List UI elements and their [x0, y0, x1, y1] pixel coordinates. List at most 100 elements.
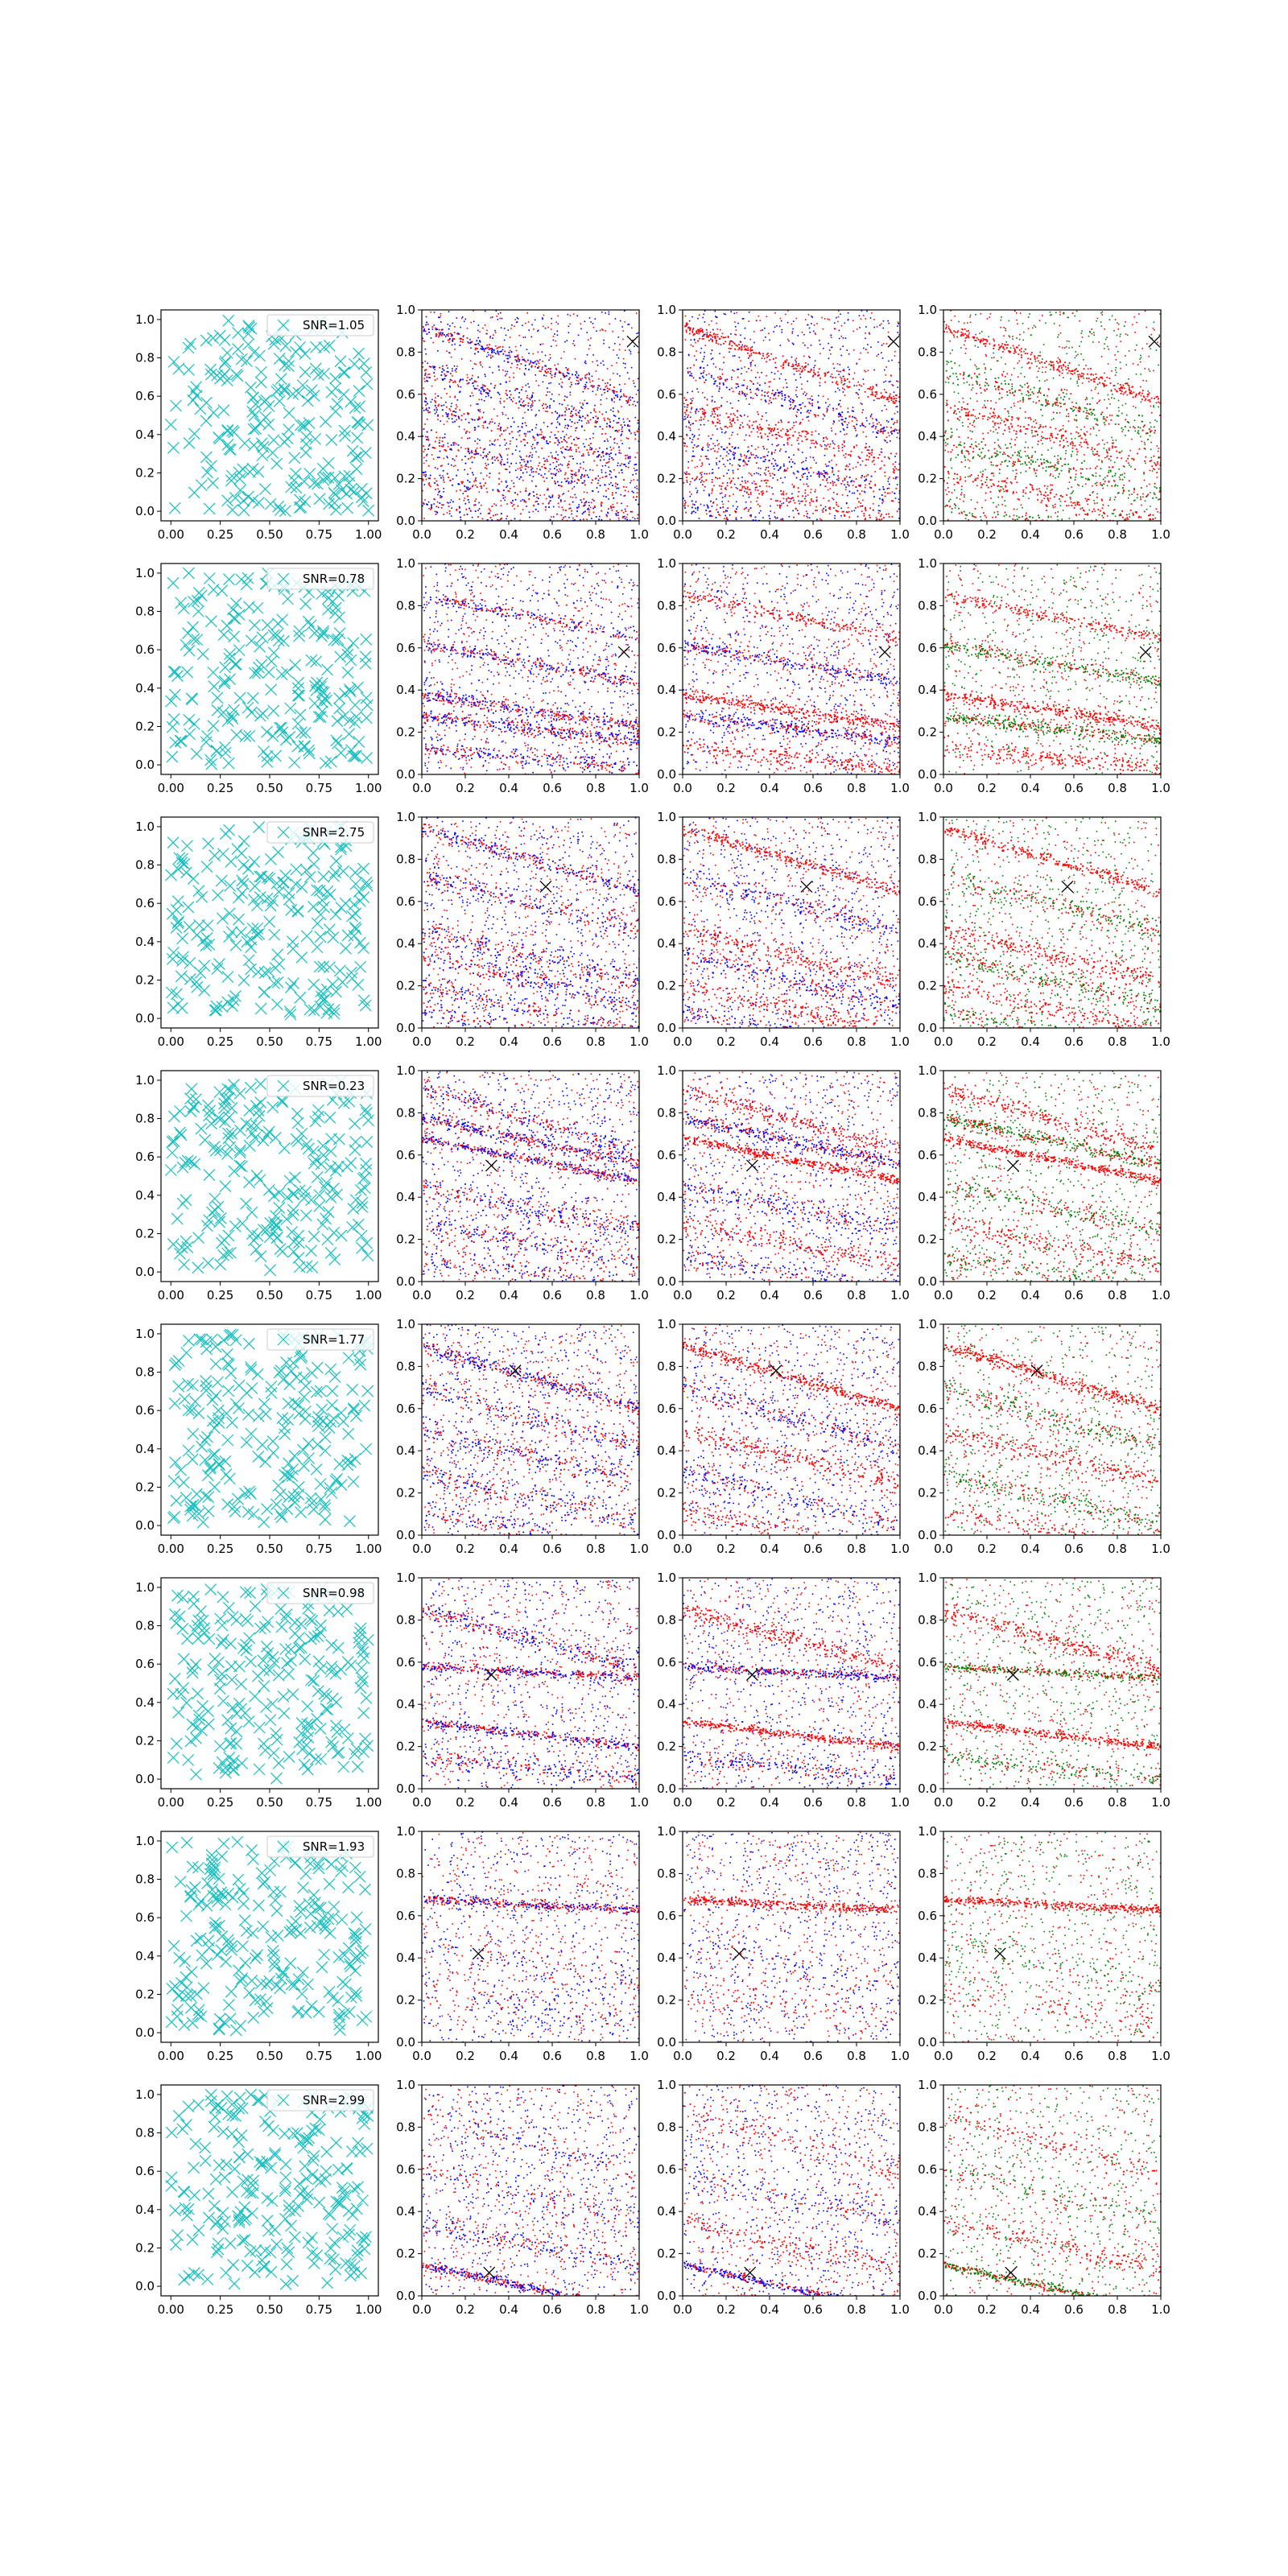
- data-point: [426, 333, 428, 335]
- data-point: [519, 491, 522, 493]
- data-point: [755, 388, 758, 390]
- data-point: [563, 517, 564, 518]
- data-point: [525, 424, 527, 427]
- data-point: [888, 487, 890, 489]
- data-point: [447, 442, 449, 444]
- data-point: [554, 434, 556, 436]
- data-point: [605, 462, 608, 464]
- data-point: [337, 366, 350, 379]
- data-point: [183, 437, 196, 449]
- data-point: [782, 463, 785, 465]
- data-point: [484, 455, 485, 457]
- data-point: [535, 508, 537, 510]
- data-point: [361, 419, 374, 431]
- data-point: [328, 472, 341, 485]
- x-tick-label: 0.75: [306, 527, 332, 542]
- data-point: [497, 425, 500, 427]
- data-point: [596, 464, 598, 466]
- data-point: [568, 408, 570, 411]
- data-point: [719, 485, 720, 487]
- data-point: [497, 490, 499, 493]
- data-point: [485, 482, 486, 484]
- data-point: [543, 314, 545, 316]
- data-point: [724, 518, 725, 520]
- data-point: [513, 482, 514, 485]
- data-point: [824, 318, 826, 320]
- data-point: [566, 441, 568, 444]
- data-point: [564, 500, 566, 502]
- data-point: [567, 369, 569, 372]
- data-point: [750, 454, 753, 456]
- data-point: [637, 378, 639, 380]
- data-point: [543, 464, 545, 465]
- data-point: [812, 456, 815, 459]
- data-point: [454, 380, 456, 382]
- data-point: [774, 427, 775, 429]
- data-point: [461, 316, 464, 318]
- data-point: [543, 437, 545, 440]
- data-point: [469, 360, 472, 362]
- data-point: [480, 447, 481, 449]
- data-point: [750, 353, 753, 354]
- data-point: [273, 394, 286, 407]
- data-point: [503, 406, 506, 408]
- data-point: [486, 344, 489, 346]
- data-point: [975, 333, 976, 336]
- data-point: [588, 348, 590, 350]
- data-point: [894, 477, 897, 480]
- data-point: [495, 353, 497, 355]
- data-point: [828, 507, 830, 510]
- data-point: [853, 385, 856, 386]
- data-point: [606, 533, 608, 535]
- data-point: [705, 479, 708, 481]
- data-point: [524, 364, 526, 366]
- data-point: [451, 334, 453, 336]
- data-point: [723, 475, 724, 477]
- data-point: [857, 394, 859, 395]
- data-point: [574, 422, 576, 424]
- data-point: [568, 332, 570, 334]
- data-point: [436, 409, 438, 411]
- data-point: [697, 506, 699, 509]
- data-point: [774, 452, 776, 453]
- data-point: [743, 464, 745, 467]
- data-point: [763, 448, 766, 450]
- data-point: [532, 392, 534, 394]
- data-point: [748, 367, 749, 369]
- data-point: [428, 407, 431, 409]
- data-point: [865, 475, 868, 477]
- data-point: [895, 406, 897, 408]
- data-point: [823, 470, 825, 472]
- data-point: [584, 360, 587, 362]
- data-point: [774, 373, 776, 375]
- data-point: [560, 514, 563, 516]
- data-point: [891, 398, 893, 399]
- data-point: [542, 361, 544, 362]
- data-point: [772, 477, 774, 479]
- data-point: [599, 426, 601, 427]
- data-point: [701, 448, 703, 450]
- data-point: [468, 451, 470, 453]
- data-point: [618, 536, 620, 538]
- data-point: [884, 369, 886, 371]
- data-point: [617, 462, 619, 464]
- data-point: [723, 463, 724, 465]
- data-point: [563, 493, 565, 494]
- data-point: [733, 419, 734, 422]
- data-point: [461, 459, 463, 461]
- data-point: [767, 466, 770, 469]
- data-point: [778, 392, 780, 394]
- data-point: [709, 332, 712, 333]
- data-point: [528, 498, 530, 500]
- data-point: [708, 336, 709, 338]
- data-point: [739, 427, 741, 429]
- data-point: [507, 418, 510, 419]
- data-point: [794, 502, 796, 504]
- data-point: [730, 311, 733, 313]
- data-point: [685, 426, 687, 427]
- data-point: [430, 337, 432, 339]
- data-point: [592, 432, 594, 435]
- data-point: [452, 339, 454, 341]
- data-point: [754, 448, 757, 450]
- data-point: [792, 510, 794, 512]
